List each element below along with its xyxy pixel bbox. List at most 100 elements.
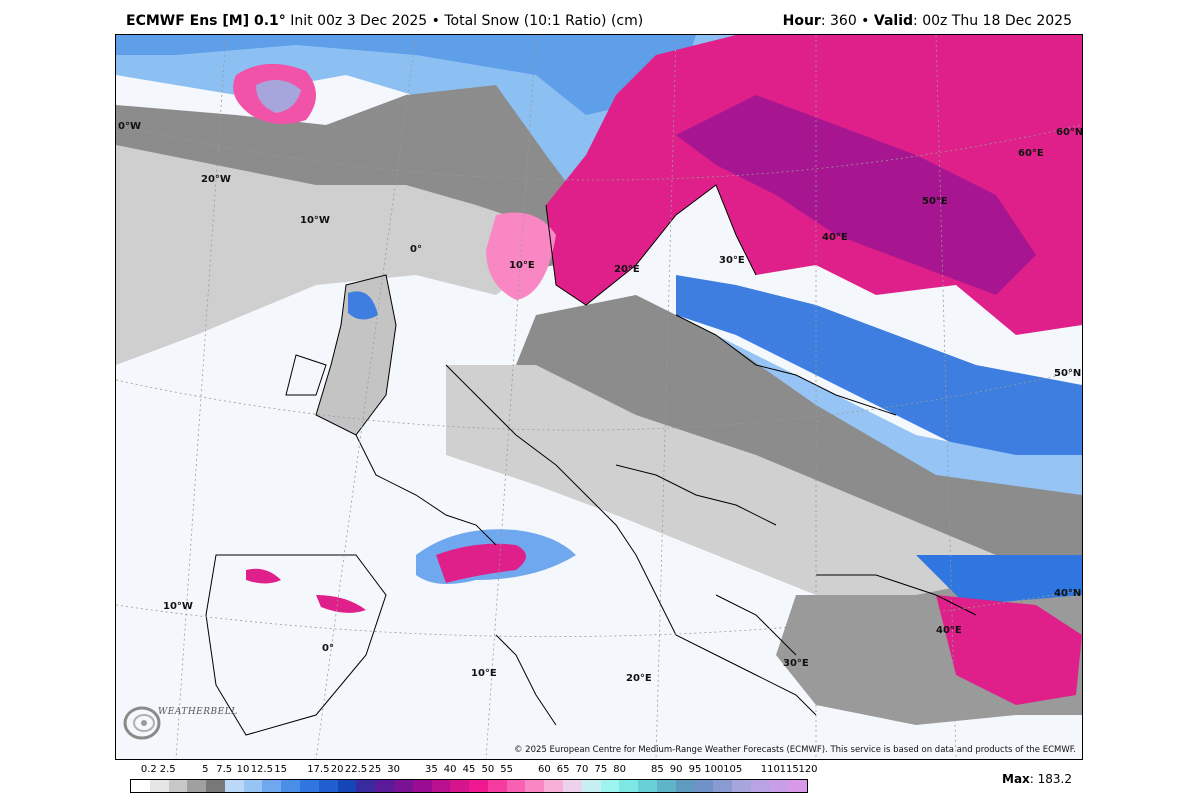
- lon-label-50e: 50°E: [922, 196, 948, 207]
- legend-label: 15: [274, 764, 288, 775]
- legend-swatch: [206, 780, 225, 792]
- legend-swatch: [262, 780, 282, 792]
- lat-label-60n: 60°N: [1056, 127, 1083, 138]
- lon-label-40e: 40°E: [822, 232, 848, 243]
- legend-swatch: [187, 780, 207, 792]
- legend-swatch: [713, 780, 732, 792]
- map-title: ECMWF Ens [M] 0.1° Init 00z 3 Dec 2025 •…: [126, 13, 643, 29]
- legend-swatch: [375, 780, 394, 792]
- legend-swatch: [393, 780, 413, 792]
- legend-swatch: [318, 780, 338, 792]
- lon-label-10w-north: 10°W: [300, 215, 330, 226]
- legend-label: 110: [760, 764, 780, 775]
- lon-label-20w: 20°W: [201, 174, 231, 185]
- lon-label-20e-south: 20°E: [626, 673, 652, 684]
- legend-label: 105: [723, 764, 743, 775]
- hour-label: Hour: [782, 13, 821, 29]
- legend-swatch: [450, 780, 470, 792]
- legend-label: 7.5: [216, 764, 233, 775]
- legend-swatch: [525, 780, 545, 792]
- legend-swatch: [356, 780, 376, 792]
- iceland-peak: [256, 80, 301, 113]
- cantabrian-snow: [246, 568, 281, 584]
- snowfall-map: 0°W 20°W 10°W 0° 10°E 20°E 30°E 40°E 50°…: [115, 34, 1083, 760]
- lat-label-50n: 50°N: [1054, 368, 1082, 379]
- legend-swatch: [694, 780, 714, 792]
- lon-label-20e-north: 20°E: [614, 264, 640, 275]
- color-legend: 0.2 2.5 5 7.5 10 12.5 15 17.5 20 22.5 25 30 35 40 45 50…: [130, 764, 818, 794]
- legend-labels: 0.2 2.5 5 7.5 10 12.5 15 17.5 20 22.5 25 30 35 40 45 50…: [130, 764, 818, 778]
- weatherbell-logo: WEATHERBELL: [122, 701, 237, 745]
- lon-label-0w: 0°W: [118, 121, 141, 132]
- map-header: ECMWF Ens [M] 0.1° Init 00z 3 Dec 2025 •…: [0, 0, 1203, 34]
- max-label: Max: [1002, 772, 1030, 786]
- legend-swatch: [638, 780, 657, 792]
- weatherbell-swirl-icon: [123, 706, 161, 740]
- legend-label: 20: [330, 764, 344, 775]
- init-info: Init 00z 3 Dec 2025 • Total Snow (10:1 R…: [285, 13, 644, 29]
- weatherbell-logo-text: WEATHERBELL: [158, 707, 238, 717]
- legend-swatch: [337, 780, 357, 792]
- degree-sign: °: [278, 13, 286, 29]
- legend-label: 22.5: [344, 764, 368, 775]
- legend-swatch: [224, 780, 244, 792]
- legend-swatch: [243, 780, 263, 792]
- copyright-notice: © 2025 European Centre for Medium-Range …: [513, 745, 1076, 755]
- lon-label-0-north: 0°: [410, 244, 422, 255]
- central-europe-grey: [516, 295, 1082, 575]
- lon-label-60e: 60°E: [1018, 148, 1044, 159]
- north-snow-band: [116, 35, 1082, 215]
- europe-light-grey: [446, 365, 1082, 635]
- legend-label: 55: [500, 764, 514, 775]
- legend-label: 2.5: [159, 764, 176, 775]
- legend-swatch: [412, 780, 432, 792]
- coastlines: [285, 184, 977, 726]
- russia-heavy-core: [676, 95, 1036, 295]
- legend-swatch: [769, 780, 789, 792]
- legend-label: 80: [613, 764, 627, 775]
- lon-label-30e-north: 30°E: [719, 255, 745, 266]
- legend-label: 45: [462, 764, 476, 775]
- legend-swatch: [675, 780, 695, 792]
- legend-label: 12.5: [250, 764, 273, 775]
- legend-label: 100: [704, 764, 724, 775]
- max-number: : 183.2: [1029, 772, 1072, 786]
- lon-label-0-south: 0°: [322, 643, 334, 654]
- legend-swatch: [619, 780, 639, 792]
- legend-label: 85: [650, 764, 664, 775]
- legend-label: 25: [368, 764, 382, 775]
- legend-label: 17.5: [307, 764, 330, 775]
- legend-swatch: [168, 780, 188, 792]
- legend-label: 95: [688, 764, 702, 775]
- legend-swatch: [732, 780, 751, 792]
- legend-swatch: [149, 780, 169, 792]
- legend-label: 115: [779, 764, 799, 775]
- lon-label-40e-south: 40°E: [936, 625, 962, 636]
- lat-label-40n: 40°N: [1054, 588, 1082, 599]
- atlantic-light-grey: [116, 145, 536, 365]
- legend-swatch: [750, 780, 770, 792]
- legend-swatch: [562, 780, 582, 792]
- caucasus-blue: [916, 555, 1082, 605]
- legend-label: 75: [594, 764, 608, 775]
- legend-label: 40: [443, 764, 457, 775]
- lon-label-10e-south: 10°E: [471, 668, 497, 679]
- legend-swatch: [487, 780, 507, 792]
- graticule: [116, 35, 1082, 759]
- legend-label: 0.2: [140, 764, 157, 775]
- legend-label: 65: [556, 764, 570, 775]
- lon-label-10w-south: 10°W: [163, 601, 193, 612]
- max-value: Max: 183.2: [1002, 772, 1072, 786]
- eastern-blue-band: [676, 275, 1082, 455]
- legend-swatch: [600, 780, 620, 792]
- legend-label: 50: [481, 764, 495, 775]
- legend-swatch: [281, 780, 301, 792]
- legend-label: 35: [424, 764, 438, 775]
- valid-value: : 00z Thu 18 Dec 2025: [913, 13, 1072, 29]
- legend-swatch: [506, 780, 526, 792]
- legend-label: 70: [575, 764, 589, 775]
- scotland-snow: [348, 291, 378, 320]
- hour-value: : 360 •: [820, 13, 874, 29]
- alps-heavy-snow: [436, 543, 526, 583]
- legend-label: 90: [669, 764, 683, 775]
